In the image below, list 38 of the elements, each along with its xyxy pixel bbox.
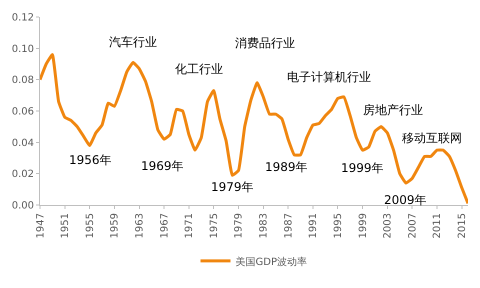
y-tick-label: 0.08 — [12, 75, 34, 86]
x-tick-label: 1983 — [258, 213, 270, 238]
y-tick-label: 0.02 — [12, 169, 34, 180]
x-tick-label: 1979 — [234, 213, 245, 238]
annotation: 汽车行业 — [109, 35, 157, 49]
annotation: 1999年 — [341, 161, 384, 175]
x-tick-label: 1991 — [308, 213, 320, 238]
x-tick-label: 2015 — [457, 213, 468, 238]
annotation: 1956年 — [69, 153, 112, 167]
y-tick-label: 0.04 — [12, 138, 34, 149]
x-tick-label: 1971 — [184, 213, 196, 238]
y-tick-label: 0.12 — [12, 12, 34, 24]
x-tick-label: 1987 — [283, 213, 294, 238]
x-tick-label: 1959 — [110, 213, 121, 238]
x-tick-label: 2003 — [382, 213, 394, 238]
y-tick-label: 0.00 — [12, 200, 34, 212]
annotation: 电子计算机行业 — [287, 70, 371, 84]
y-tick-label: 0.10 — [12, 44, 34, 55]
x-tick-label: 1975 — [208, 213, 220, 238]
annotation: 1969年 — [141, 159, 184, 173]
annotation: 化工行业 — [175, 62, 223, 76]
x-tick-label: 1951 — [60, 213, 72, 238]
annotation: 1979年 — [211, 180, 254, 194]
x-tick-label: 1967 — [159, 213, 170, 238]
x-tick-label: 1955 — [84, 213, 96, 238]
annotation: 房地产行业 — [363, 103, 423, 117]
x-tick-label: 1999 — [358, 213, 369, 238]
y-tick-label: 0.06 — [12, 106, 34, 118]
x-tick-label: 2011 — [432, 213, 444, 238]
legend-label: 美国GDP波动率 — [236, 256, 307, 268]
x-tick-label: 1995 — [332, 213, 344, 238]
annotation: 移动互联网 — [402, 131, 462, 145]
x-tick-label: 2007 — [407, 213, 418, 238]
annotation: 2009年 — [384, 193, 427, 207]
x-tick-label: 1963 — [134, 213, 146, 238]
x-tick-label: 1947 — [35, 213, 46, 238]
annotation: 1989年 — [265, 160, 308, 174]
annotation: 消费品行业 — [235, 36, 295, 50]
